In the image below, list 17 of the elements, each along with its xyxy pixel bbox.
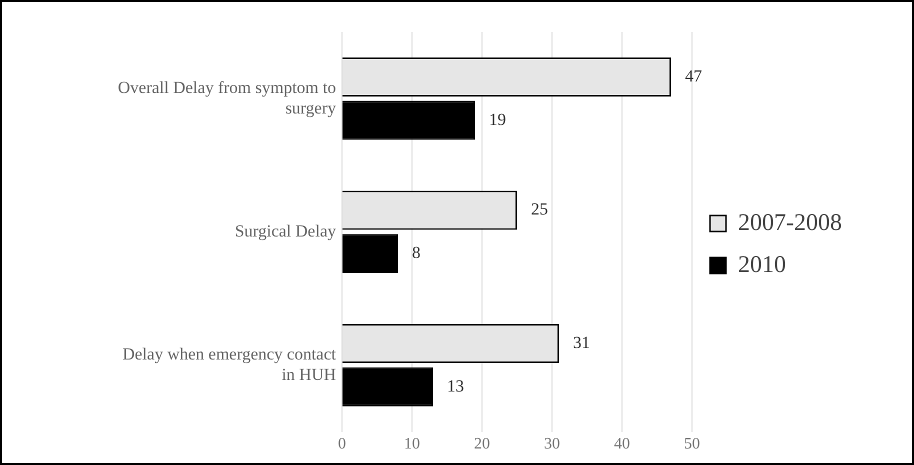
data-label: 47 — [685, 66, 703, 86]
data-label: 19 — [489, 110, 506, 129]
y-tick-label: Overall Delay from symptom to surgery — [118, 78, 336, 118]
data-label: 31 — [573, 332, 590, 352]
data-label: 8 — [412, 243, 420, 262]
y-tick-label: Delay when emergency contact in HUH — [122, 344, 336, 384]
x-tick-label: 10 — [404, 436, 420, 453]
data-label: 25 — [531, 200, 548, 219]
x-tick-label: 50 — [684, 436, 700, 453]
x-tick-label: 30 — [544, 436, 560, 453]
data-label: 13 — [447, 376, 464, 396]
legend-label: 2010 — [738, 252, 786, 278]
x-tick-label: 40 — [614, 436, 630, 453]
y-tick-label: Surgical Delay — [234, 221, 336, 240]
x-tick-label: 20 — [474, 436, 490, 453]
x-tick-label: 0 — [338, 436, 346, 453]
legend-label: 2007-2008 — [738, 210, 842, 236]
